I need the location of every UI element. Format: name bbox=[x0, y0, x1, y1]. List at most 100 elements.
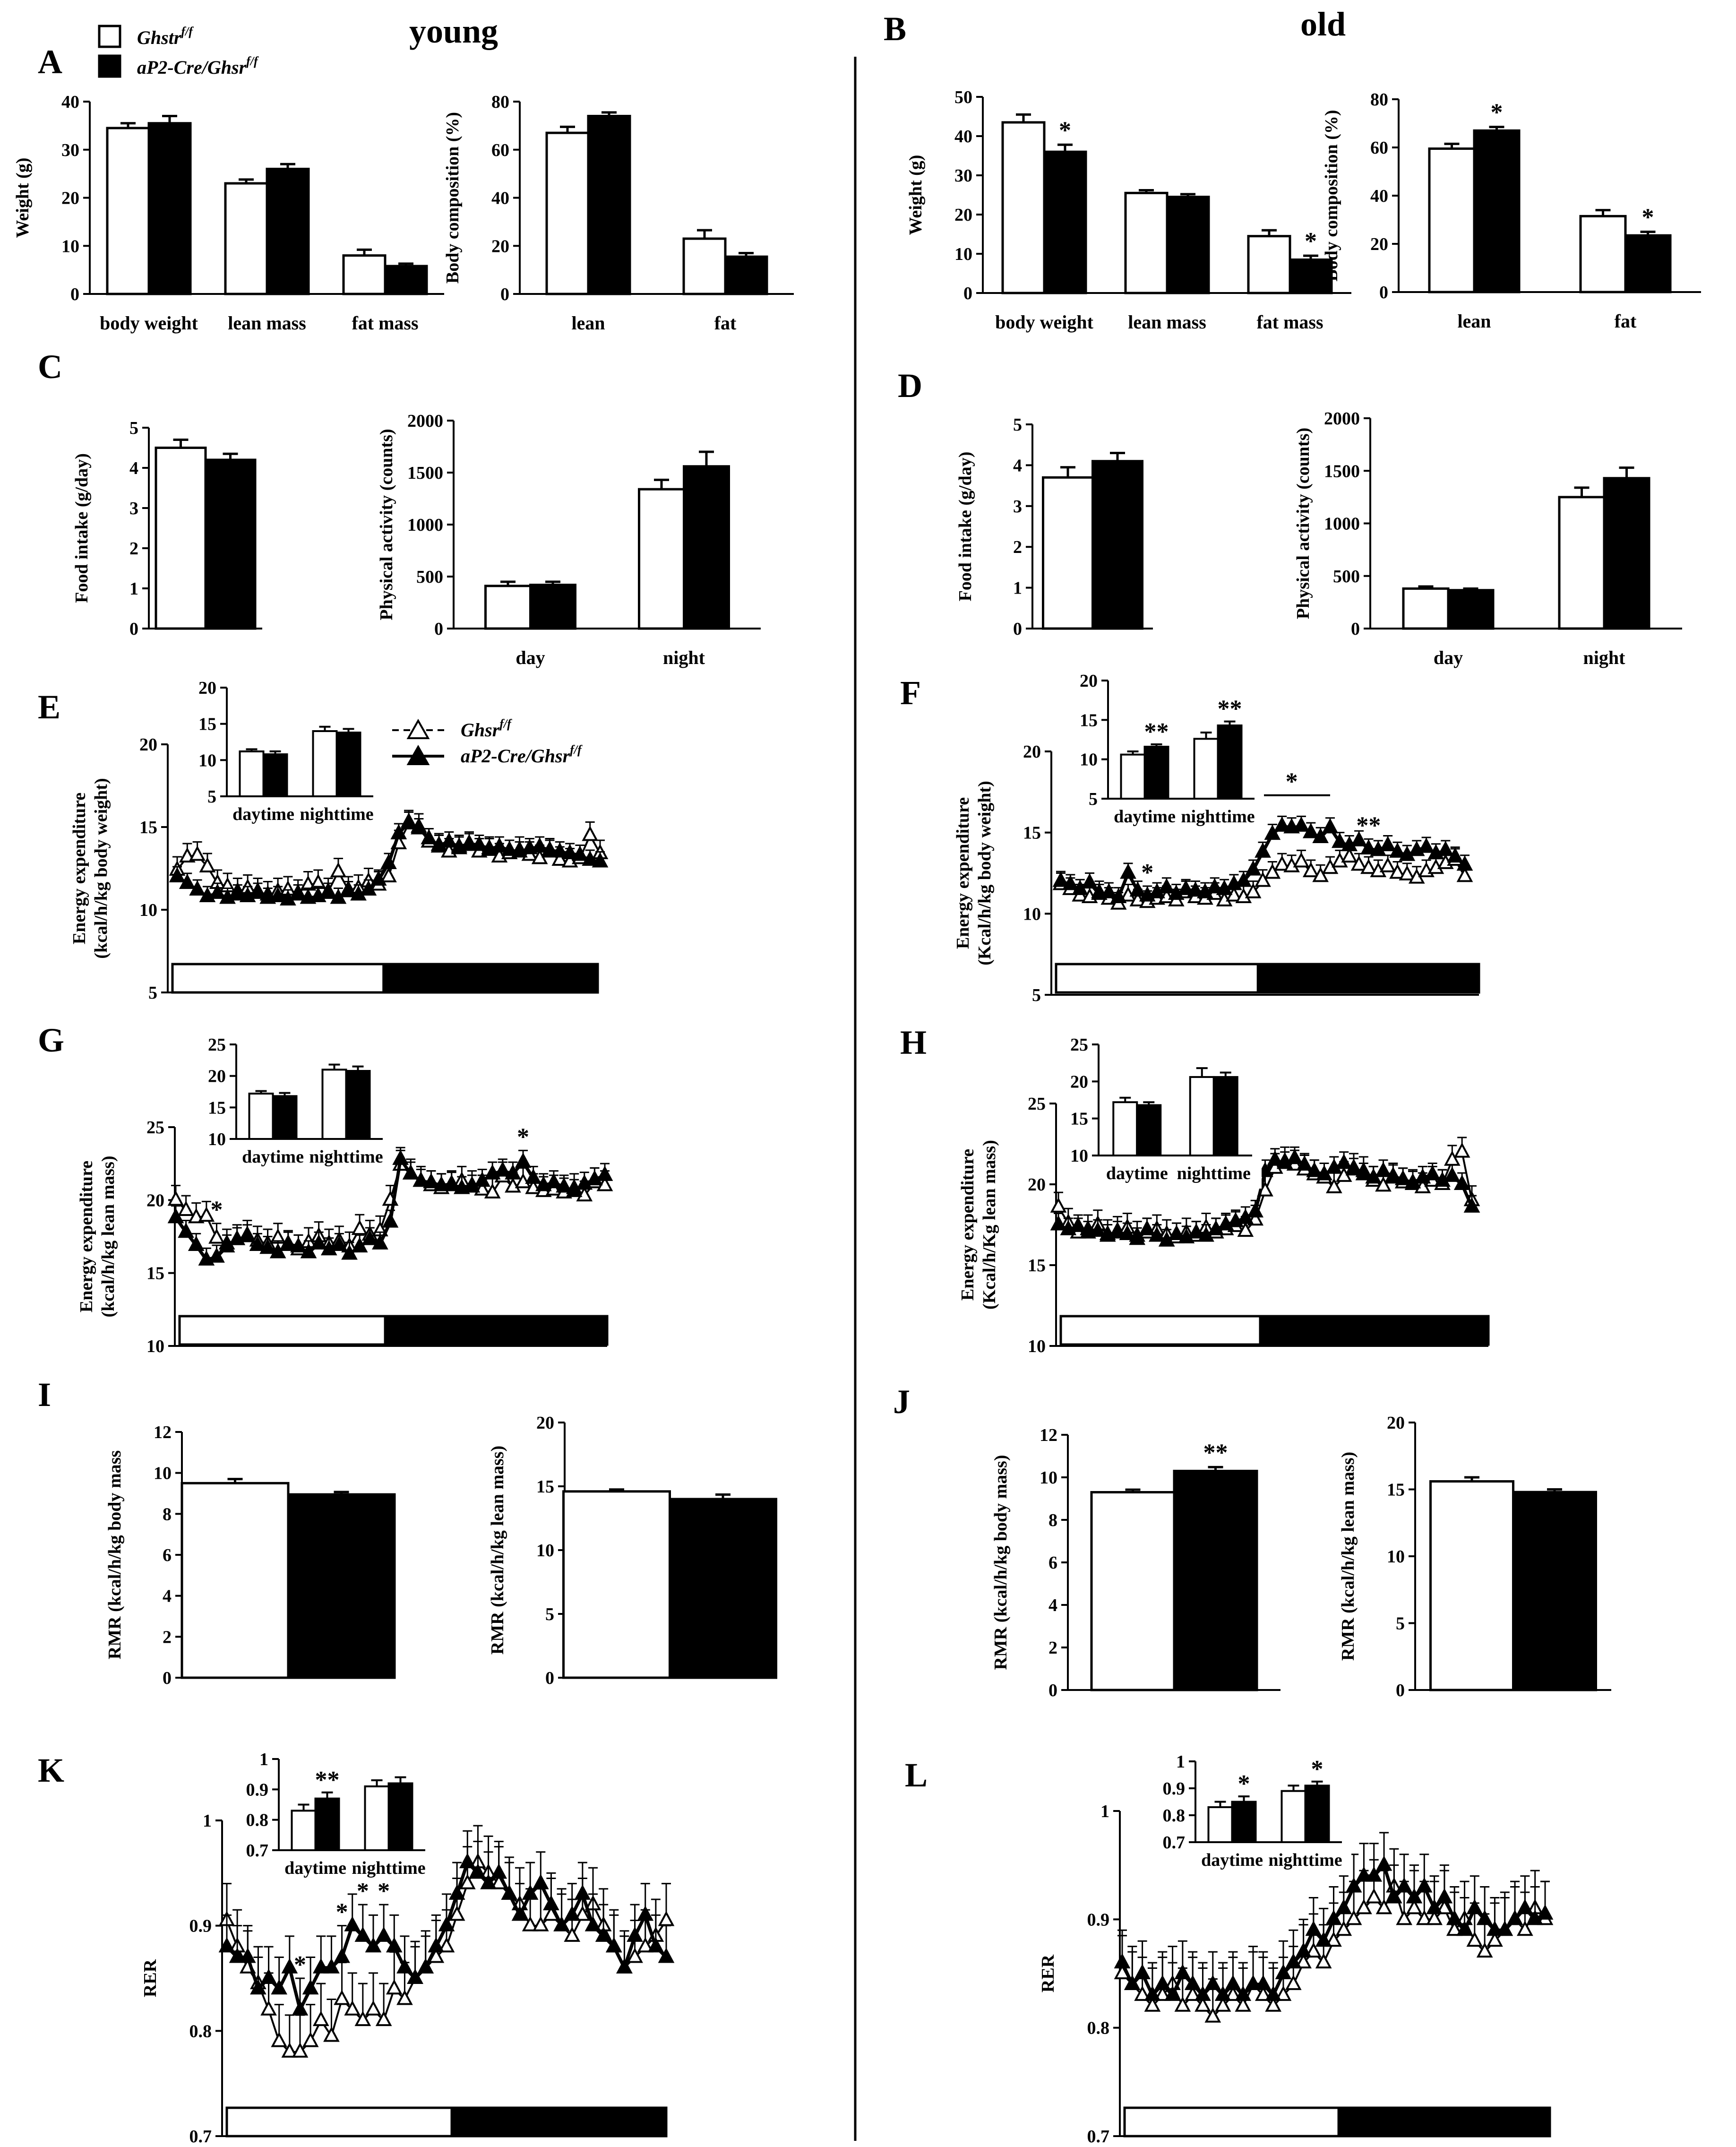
A1-ytick-label-0: 0 bbox=[70, 285, 79, 304]
E-inset-ytick-label-3: 20 bbox=[198, 678, 216, 698]
H-ytick-label-2: 20 bbox=[1028, 1175, 1046, 1195]
H-marker-1-34 bbox=[1384, 1166, 1401, 1182]
chart-G: G 10 15 20 25 Energy expenditure (kcal/h/kg le… bbox=[38, 1021, 613, 1356]
C2-bar-0-0 bbox=[484, 585, 532, 630]
D1-ytick-label-2: 2 bbox=[1013, 537, 1022, 557]
G-marker-0-4 bbox=[208, 1228, 225, 1244]
C2-ytick-label-4: 2000 bbox=[407, 411, 443, 431]
G-marker-1-30 bbox=[474, 1171, 490, 1187]
G-dark-phase-bar bbox=[384, 1315, 609, 1346]
B1-category-1: lean mass bbox=[1128, 311, 1206, 333]
K-marker-1-27 bbox=[501, 1884, 518, 1900]
G-marker-1-17 bbox=[341, 1244, 358, 1260]
L-marker-1-21 bbox=[1325, 1910, 1342, 1925]
F-marker-0-35 bbox=[1389, 863, 1406, 879]
E-inset-ytick-label-2: 15 bbox=[198, 715, 216, 734]
G-marker-1-24 bbox=[413, 1171, 430, 1187]
F-inset-bar-0-1 bbox=[1143, 746, 1169, 800]
K-marker-1-29 bbox=[522, 1884, 539, 1900]
L-inset-sig-0: * bbox=[1238, 1770, 1250, 1797]
B2-bar-1-1 bbox=[1624, 234, 1672, 293]
E-inset-ytick-label-1: 10 bbox=[198, 750, 216, 770]
D2-ylabel: Physical activity (counts) bbox=[1293, 428, 1313, 619]
H-light-phase-bar bbox=[1059, 1315, 1262, 1346]
panel-label-B: B bbox=[884, 10, 906, 48]
B2-sig-1: * bbox=[1642, 204, 1654, 231]
L-inset: 0.7 0.8 0.9 1 * daytime * nighttime bbox=[1158, 1742, 1351, 1875]
K-ytick-label-2: 0.9 bbox=[189, 1916, 212, 1936]
D1-ytick-label-5: 5 bbox=[1013, 415, 1022, 435]
H-marker-1-4 bbox=[1089, 1221, 1106, 1237]
L-inset-ytick-label-3: 1 bbox=[1176, 1752, 1185, 1772]
L-ytick-label-3: 1 bbox=[1100, 1802, 1109, 1821]
E-marker-1-33 bbox=[501, 840, 518, 856]
F-marker-0-34 bbox=[1379, 857, 1396, 872]
E-marker-1-19 bbox=[360, 880, 377, 896]
L-marker-0-18 bbox=[1295, 1953, 1312, 1969]
D1-ytick-label-4: 4 bbox=[1013, 456, 1022, 475]
G-marker-1-25 bbox=[423, 1173, 439, 1189]
K-inset-category-0: daytime bbox=[284, 1858, 346, 1878]
H-inset-ytick-label-0: 10 bbox=[1070, 1146, 1088, 1166]
H-inset: 10 15 20 25 daytime nighttime bbox=[1061, 1026, 1262, 1189]
L-marker-0-6 bbox=[1174, 1996, 1191, 2012]
K-inset-ytick-label-2: 0.9 bbox=[246, 1780, 269, 1800]
J2-ytick-label-4: 20 bbox=[1387, 1413, 1405, 1433]
A1-category-0: body weight bbox=[100, 312, 198, 334]
K-marker-0-15 bbox=[375, 2010, 392, 2026]
A2-ytick-label-4: 80 bbox=[491, 92, 509, 112]
E-marker-1-10 bbox=[269, 887, 286, 902]
K-marker-0-40 bbox=[637, 1937, 654, 1953]
L-marker-1-26 bbox=[1375, 1855, 1392, 1871]
B1-ytick-label-0: 0 bbox=[963, 284, 972, 303]
D1-bar-0-0 bbox=[1042, 476, 1094, 630]
E-marker-1-36 bbox=[531, 837, 548, 853]
K-marker-0-29 bbox=[522, 1916, 539, 1931]
E-marker-1-25 bbox=[421, 829, 438, 845]
K-marker-1-6 bbox=[281, 1958, 298, 1974]
C1-ylabel: Food intake (g/day) bbox=[72, 453, 92, 603]
E-inset-bar-1-1 bbox=[335, 732, 361, 797]
F-marker-1-3 bbox=[1081, 873, 1098, 889]
L-marker-1-11 bbox=[1225, 1975, 1241, 1990]
J1-bar-0-0 bbox=[1090, 1491, 1176, 1691]
A1-ytick-label-4: 40 bbox=[61, 92, 79, 112]
I2-ytick-label-4: 20 bbox=[536, 1413, 554, 1433]
K-marker-1-1 bbox=[229, 1948, 246, 1963]
chart-A1: A 0 10 20 30 40 Weight (g) body weight lean mass… bbox=[13, 43, 444, 334]
J1-bar-0-1 bbox=[1173, 1470, 1258, 1691]
E-marker-1-15 bbox=[320, 883, 336, 899]
H-marker-1-9 bbox=[1139, 1220, 1155, 1235]
I2-bar-0-0 bbox=[562, 1490, 671, 1679]
G-marker-1-33 bbox=[505, 1164, 521, 1180]
F-marker-0-32 bbox=[1360, 858, 1377, 874]
K-marker-1-14 bbox=[365, 1937, 382, 1953]
G-marker-1-14 bbox=[310, 1234, 327, 1250]
F-marker-1-6 bbox=[1110, 888, 1127, 903]
G-inset-ytick-label-1: 15 bbox=[208, 1098, 226, 1118]
G-marker-0-34 bbox=[515, 1173, 532, 1189]
L-marker-1-35 bbox=[1466, 1899, 1483, 1914]
L-marker-0-3 bbox=[1144, 1996, 1161, 2012]
L-marker-1-36 bbox=[1476, 1910, 1493, 1925]
L-inset-category-1: nighttime bbox=[1268, 1850, 1342, 1870]
L-marker-1-27 bbox=[1386, 1888, 1402, 1904]
F-marker-1-11 bbox=[1158, 878, 1175, 894]
F-inset-ytick-label-3: 20 bbox=[1080, 671, 1098, 691]
L-marker-1-17 bbox=[1285, 1953, 1302, 1969]
K-marker-0-22 bbox=[448, 1906, 465, 1921]
E-marker-1-32 bbox=[491, 837, 508, 853]
A1-category-2: fat mass bbox=[352, 312, 418, 334]
A2-ytick-label-3: 60 bbox=[491, 140, 509, 160]
K-marker-0-42 bbox=[658, 1911, 675, 1926]
F-inset-ytick-label-1: 10 bbox=[1080, 750, 1098, 770]
L-marker-0-15 bbox=[1265, 1996, 1281, 2012]
K-marker-0-7 bbox=[292, 2042, 309, 2058]
G-marker-1-35 bbox=[525, 1168, 542, 1184]
B1-bar-2-0 bbox=[1247, 235, 1291, 294]
J2-bar-0-1 bbox=[1512, 1491, 1597, 1691]
K-ytick-label-1: 0.8 bbox=[189, 2021, 212, 2041]
L-inset-ytick-label-0: 0.7 bbox=[1163, 1833, 1186, 1853]
L-marker-1-3 bbox=[1144, 1985, 1161, 2001]
